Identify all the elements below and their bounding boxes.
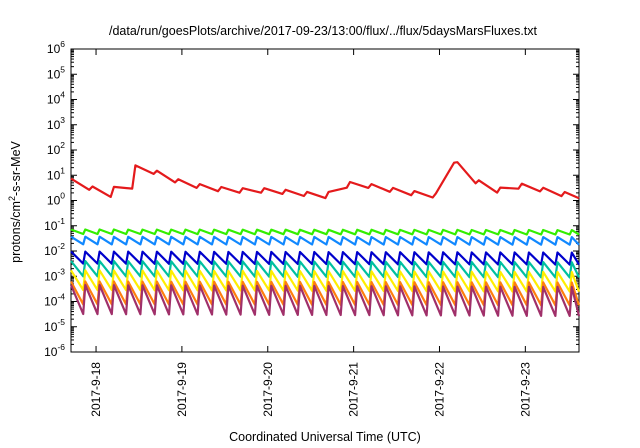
y-tick-label-base: 10 [44,219,58,233]
y-tick-label: 10-3 [44,266,65,283]
y-tick-label: 10-2 [44,241,65,258]
y-tick-label: 104 [47,90,65,107]
y-tick-label-exponent: -1 [57,216,65,226]
series-line [70,269,581,293]
y-tick-label-base: 10 [44,269,58,283]
y-axis-label-prefix: protons/cm [9,201,23,263]
y-axis-label: protons/cm2-s-sr-MeV [7,140,23,262]
y-tick-label-base: 10 [47,194,61,208]
series-line [70,250,580,266]
y-tick-label-exponent: 0 [60,191,65,201]
series-line [70,235,580,246]
y-tick-label-base: 10 [47,93,61,107]
y-axis-label-superscript: 2 [7,196,17,201]
series-line [70,260,580,279]
y-tick-label-exponent: -5 [57,317,65,327]
y-tick-label-base: 10 [44,244,58,258]
x-axis-ticks: 2017-9-18 2017-9-19 2017-9-20 2017-9-21 2017… [89,49,532,417]
y-tick-label-base: 10 [47,67,61,81]
series-line [69,284,581,317]
y-tick-label: 10-6 [44,342,65,359]
y-tick-label: 10-4 [44,292,65,309]
y-tick-label-exponent: 6 [60,39,65,49]
y-tick-label: 10-5 [44,317,65,334]
y-tick-label: 103 [47,115,65,132]
x-tick-label: 2017-9-22 [432,362,446,417]
y-tick-label-exponent: 3 [60,115,65,125]
series-layer [69,161,581,317]
y-tick-label-exponent: -4 [57,292,65,302]
y-tick-label-exponent: -2 [57,241,65,251]
y-tick-label-exponent: -6 [57,342,65,352]
y-tick-label-base: 10 [47,143,61,157]
x-tick-label: 2017-9-21 [347,362,361,417]
y-tick-label: 105 [47,64,65,81]
y-tick-label-base: 10 [47,42,61,56]
y-tick-label: 102 [47,140,65,157]
y-tick-label-exponent: 1 [60,165,65,175]
chart-title: /data/run/goesPlots/archive/2017-09-23/1… [109,24,538,38]
y-axis-label-suffix: -s-sr-MeV [9,140,23,196]
y-tick-label: 106 [47,39,65,56]
y-tick-label: 100 [47,191,65,208]
y-tick-label-exponent: 4 [60,90,65,100]
y-tick-label: 10-1 [44,216,65,233]
y-tick-label-base: 10 [44,295,58,309]
y-tick-label-base: 10 [47,168,61,182]
y-tick-label-base: 10 [44,345,58,359]
y-tick-label-exponent: -3 [57,266,65,276]
series-line [70,228,580,236]
series-line [70,161,580,200]
y-tick-label-base: 10 [47,118,61,132]
plot-area-border [70,48,580,353]
y-axis-ticks: 10-610-510-410-310-210-11001011021031041… [44,39,579,359]
y-tick-label-exponent: 5 [60,64,65,74]
x-tick-label: 2017-9-19 [175,362,189,417]
y-tick-label-base: 10 [44,320,58,334]
x-tick-label: 2017-9-23 [518,362,532,417]
x-tick-label: 2017-9-20 [261,362,275,417]
y-tick-label: 101 [47,165,65,182]
x-axis-label: Coordinated Universal Time (UTC) [229,430,421,444]
y-tick-label-exponent: 2 [60,140,65,150]
x-tick-label: 2017-9-18 [89,362,103,417]
